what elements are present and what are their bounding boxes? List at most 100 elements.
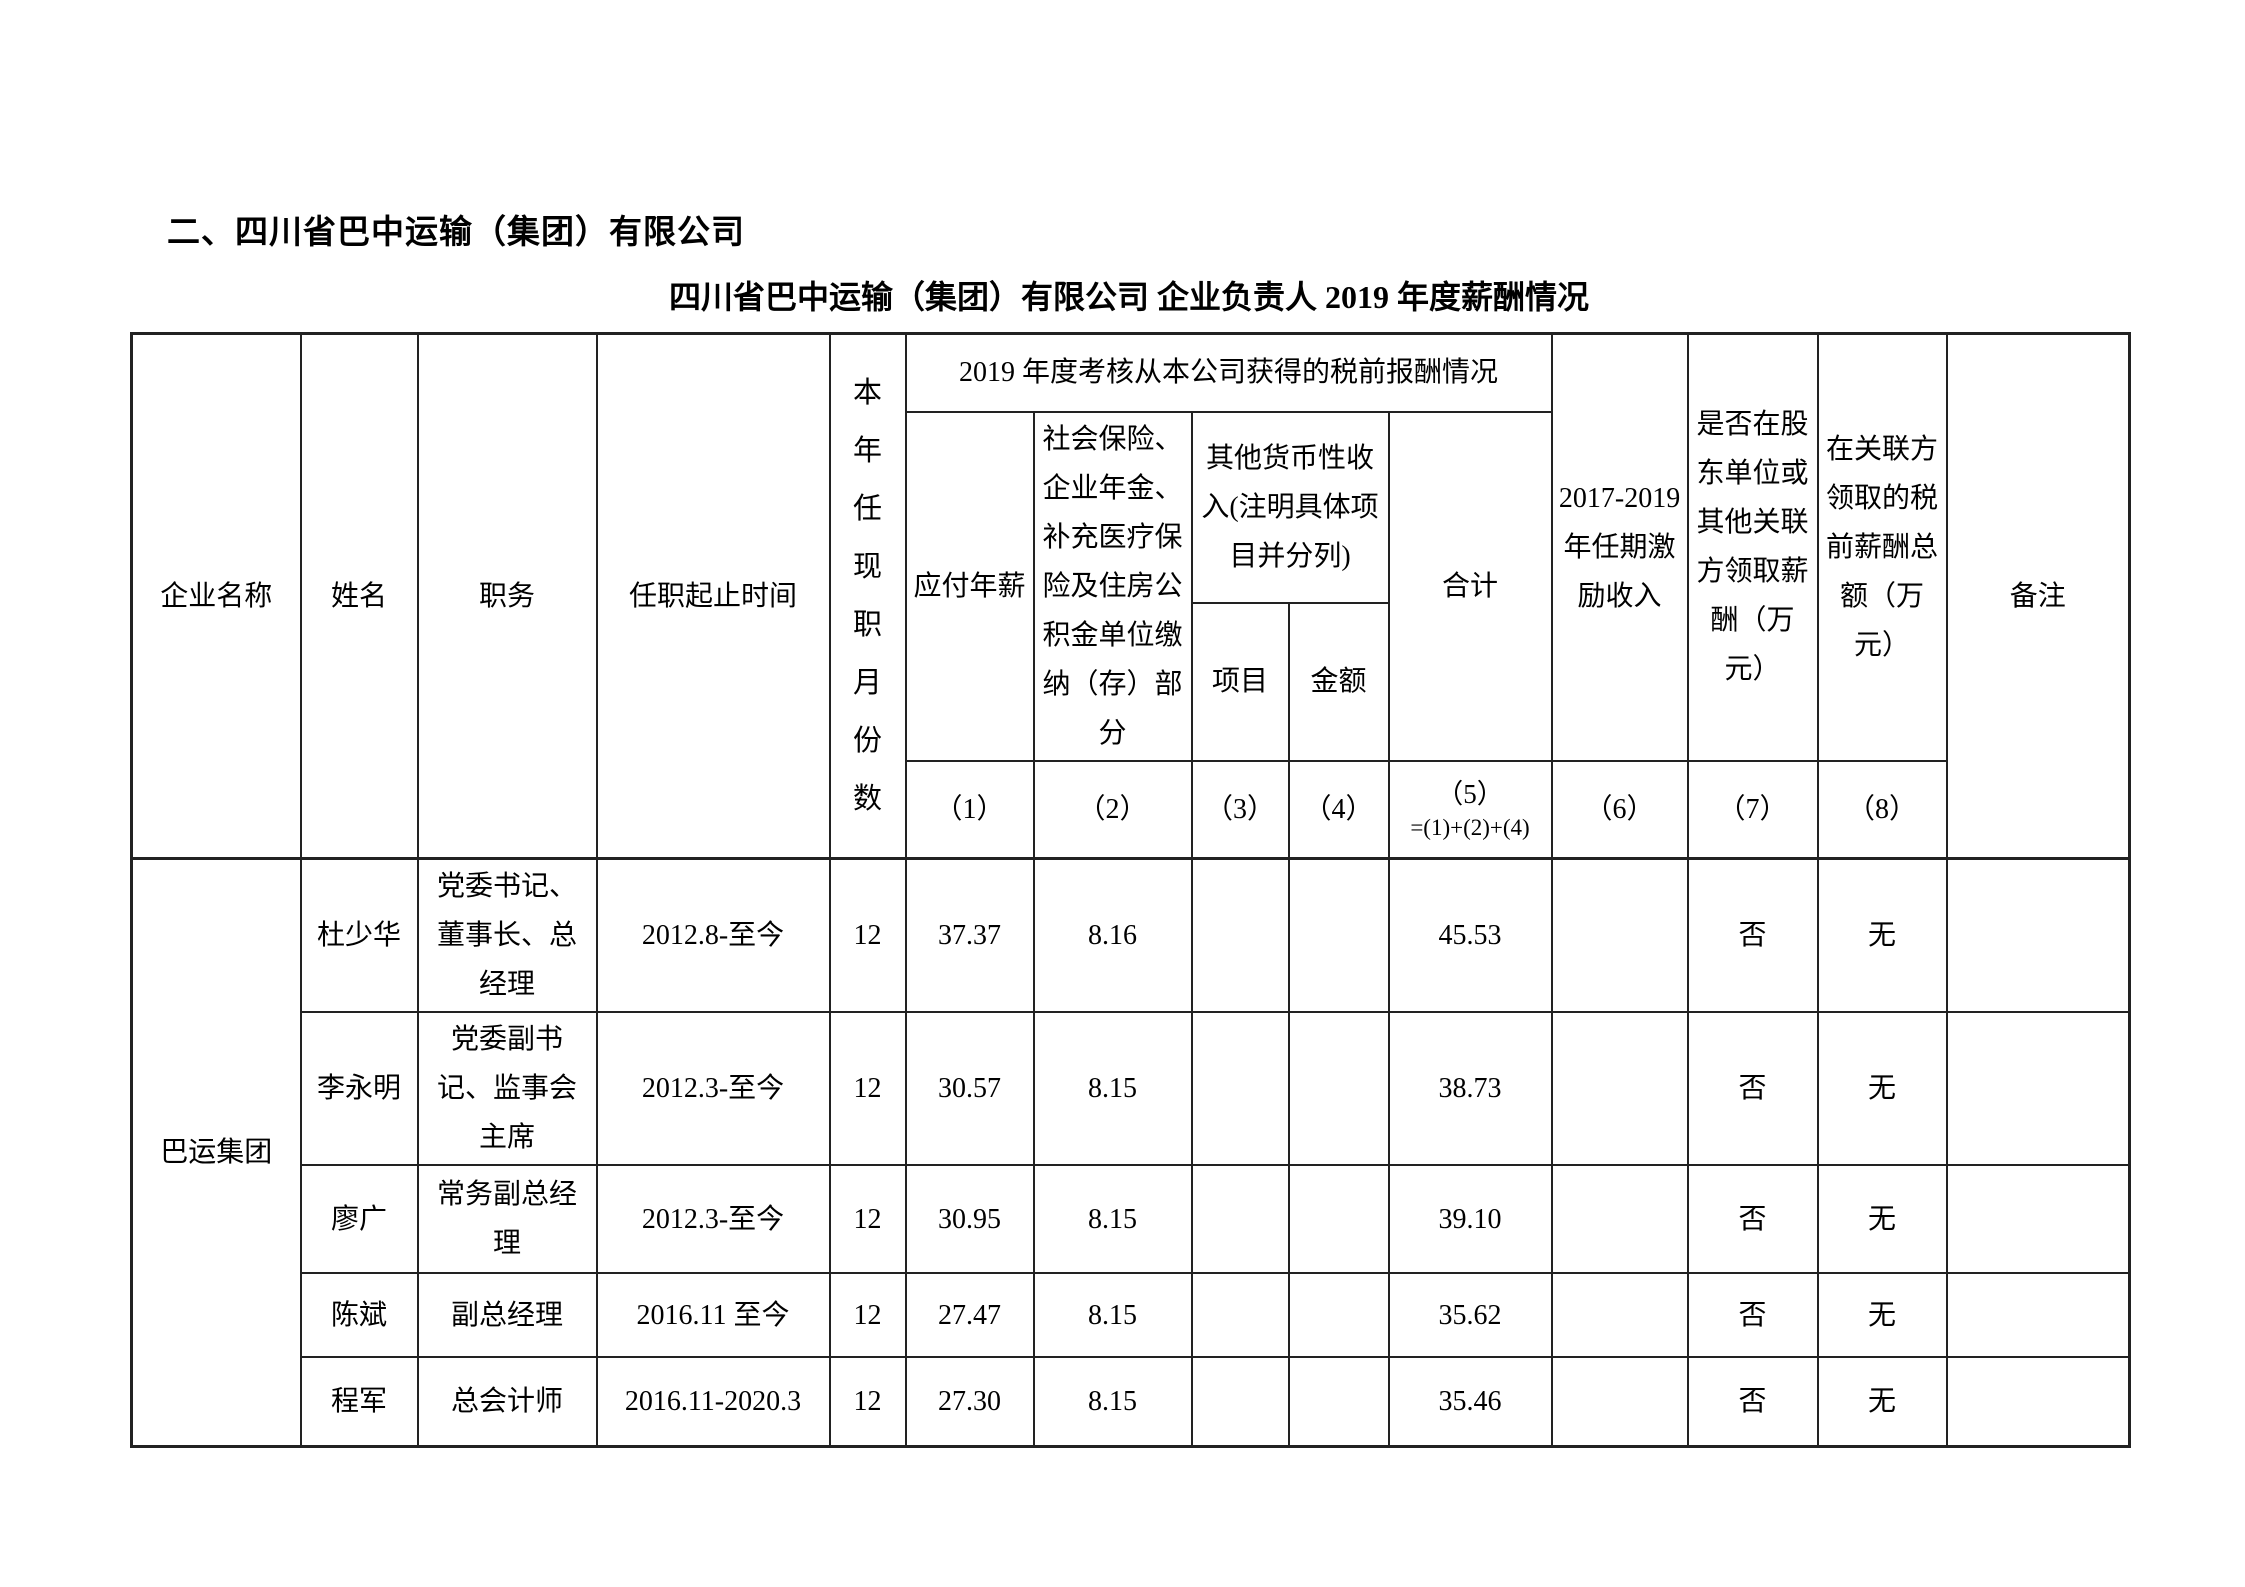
cell-position: 党委副书记、监事会主席 <box>416 1011 598 1166</box>
cell-total: 35.46 <box>1387 1356 1553 1447</box>
cell-total: 45.53 <box>1387 857 1553 1013</box>
cell-other-item <box>1190 1356 1290 1447</box>
cell-remark <box>1945 1272 2131 1358</box>
header-months-in-post: 本年任现职月份数 <box>828 332 907 860</box>
cell-name: 程军 <box>299 1356 419 1447</box>
cell-other-item <box>1190 1164 1290 1274</box>
cell-tenure: 2012.3-至今 <box>595 1011 831 1166</box>
table-row: 巴运集团 杜少华 党委书记、董事长、总经理 2012.8-至今 12 37.37… <box>130 857 2131 1447</box>
cell-tenure: 2012.3-至今 <box>595 1164 831 1274</box>
numbering-5-formula: =(1)+(2)+(4) <box>1410 814 1530 840</box>
table-row: 陈斌 副总经理 2016.11 至今 12 27.47 8.15 35.62 否… <box>132 1272 2131 1358</box>
cell-annual-salary: 37.37 <box>904 857 1035 1013</box>
cell-position: 常务副总经理 <box>416 1164 598 1274</box>
numbering-7: （7） <box>1686 759 1819 860</box>
numbering-5: （5） =(1)+(2)+(4) <box>1387 759 1553 860</box>
table-row: 李永明 党委副书记、监事会主席 2012.3-至今 12 30.57 8.15 … <box>132 1011 2131 1166</box>
header-tenure: 任职起止时间 <box>595 332 831 860</box>
cell-social-insurance: 8.15 <box>1032 1011 1193 1166</box>
cell-related-party-total: 无 <box>1816 857 1948 1013</box>
cell-related-party-total: 无 <box>1816 1011 1948 1166</box>
cell-other-amount <box>1287 1164 1390 1274</box>
cell-social-insurance: 8.15 <box>1032 1272 1193 1358</box>
cell-social-insurance: 8.15 <box>1032 1356 1193 1447</box>
cell-other-unit-pay: 否 <box>1686 1356 1819 1447</box>
cell-position: 副总经理 <box>416 1272 598 1358</box>
cell-name: 陈斌 <box>299 1272 419 1358</box>
cell-other-unit-pay: 否 <box>1686 1011 1819 1166</box>
table-row: 程军 总会计师 2016.11-2020.3 12 27.30 8.15 35.… <box>132 1356 2131 1447</box>
cell-tenure: 2016.11-2020.3 <box>595 1356 831 1447</box>
salary-table: 企业名称 姓名 职务 任职起止时间 本年任现职月份数 2019 年度考核从本公司… <box>130 332 2132 1448</box>
cell-months: 12 <box>828 1164 907 1274</box>
numbering-8: （8） <box>1816 759 1948 860</box>
header-row-3: 项目 金额 <box>132 602 2130 762</box>
header-numbering-row: （1） （2） （3） （4） （5） =(1)+(2)+(4) （6） （7）… <box>132 759 2130 860</box>
table-row: 廖广 常务副总经理 2012.3-至今 12 30.95 8.15 39.10 … <box>132 1164 2131 1274</box>
cell-remark <box>1945 857 2131 1013</box>
header-row-1: 企业名称 姓名 职务 任职起止时间 本年任现职月份数 2019 年度考核从本公司… <box>130 332 2131 860</box>
cell-name: 杜少华 <box>299 857 419 1013</box>
header-other-income-group: 其他货币性收入(注明具体项目并分列) <box>1190 410 1390 605</box>
header-position: 职务 <box>416 332 598 860</box>
cell-incentive <box>1550 1011 1689 1166</box>
cell-position: 总会计师 <box>416 1356 598 1447</box>
header-row-2: 应付年薪 社会保险、企业年金、补充医疗保险及住房公积金单位缴纳（存）部分 其他货… <box>132 410 2130 762</box>
cell-other-amount <box>1287 857 1390 1013</box>
cell-months: 12 <box>828 857 907 1013</box>
cell-other-unit-pay: 否 <box>1686 1164 1819 1274</box>
header-annual-salary: 应付年薪 <box>904 410 1035 762</box>
header-related-party-total: 在关联方领取的税前薪酬总额（万元） <box>1816 332 1948 762</box>
cell-other-item <box>1190 857 1290 1013</box>
cell-total: 39.10 <box>1387 1164 1553 1274</box>
cell-annual-salary: 27.47 <box>904 1272 1035 1358</box>
cell-other-amount <box>1287 1272 1390 1358</box>
cell-other-unit-pay: 否 <box>1686 1272 1819 1358</box>
header-incentive-2017-2019: 2017-2019 年任期激励收入 <box>1550 332 1689 762</box>
numbering-2: （2） <box>1032 759 1193 860</box>
cell-related-party-total: 无 <box>1816 1272 1948 1358</box>
header-total: 合计 <box>1387 410 1553 762</box>
numbering-6: （6） <box>1550 759 1689 860</box>
header-other-income-item: 项目 <box>1190 602 1290 762</box>
cell-other-amount <box>1287 1011 1390 1166</box>
header-pretax-group: 2019 年度考核从本公司获得的税前报酬情况 <box>904 332 1553 413</box>
header-enterprise: 企业名称 <box>130 332 302 860</box>
cell-other-unit-pay: 否 <box>1686 857 1819 1013</box>
cell-company: 巴运集团 <box>130 857 302 1447</box>
cell-related-party-total: 无 <box>1816 1356 1948 1447</box>
cell-annual-salary: 27.30 <box>904 1356 1035 1447</box>
cell-social-insurance: 8.15 <box>1032 1164 1193 1274</box>
cell-related-party-total: 无 <box>1816 1164 1948 1274</box>
numbering-5-label: （5） <box>1436 778 1504 809</box>
cell-name: 廖广 <box>299 1164 419 1274</box>
cell-name: 李永明 <box>299 1011 419 1166</box>
cell-social-insurance: 8.16 <box>1032 857 1193 1013</box>
header-remark: 备注 <box>1945 332 2131 860</box>
header-social-insurance: 社会保险、企业年金、补充医疗保险及住房公积金单位缴纳（存）部分 <box>1032 410 1193 762</box>
cell-other-amount <box>1287 1356 1390 1447</box>
cell-months: 12 <box>828 1272 907 1358</box>
cell-other-item <box>1190 1272 1290 1358</box>
cell-annual-salary: 30.57 <box>904 1011 1035 1166</box>
cell-tenure: 2012.8-至今 <box>595 857 831 1013</box>
header-months-in-post-text: 本年任现职月份数 <box>852 377 882 815</box>
cell-months: 12 <box>828 1356 907 1447</box>
cell-position: 党委书记、董事长、总经理 <box>416 857 598 1013</box>
table-title: 四川省巴中运输（集团）有限公司 企业负责人 2019 年度薪酬情况 <box>668 279 1589 315</box>
numbering-1: （1） <box>904 759 1035 860</box>
cell-annual-salary: 30.95 <box>904 1164 1035 1274</box>
numbering-4: （4） <box>1287 759 1390 860</box>
cell-incentive <box>1550 1272 1689 1358</box>
header-other-income-amount: 金额 <box>1287 602 1390 762</box>
cell-incentive <box>1550 857 1689 1013</box>
cell-remark <box>1945 1356 2131 1447</box>
header-name: 姓名 <box>299 332 419 860</box>
cell-months: 12 <box>828 1011 907 1166</box>
cell-incentive <box>1550 1164 1689 1274</box>
cell-total: 38.73 <box>1387 1011 1553 1166</box>
cell-incentive <box>1550 1356 1689 1447</box>
cell-remark <box>1945 1011 2131 1166</box>
cell-other-item <box>1190 1011 1290 1166</box>
